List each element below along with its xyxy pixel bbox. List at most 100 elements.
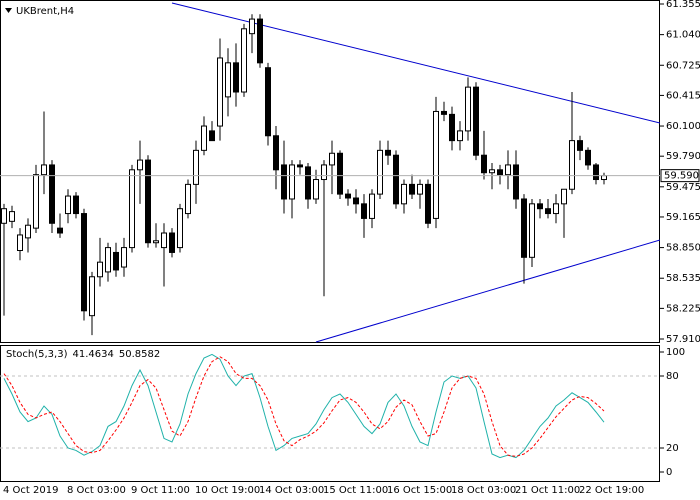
candle-body [193, 149, 199, 185]
candle-body [145, 159, 151, 244]
candle-body [529, 203, 535, 258]
candle-body [217, 57, 223, 127]
candle-body [305, 166, 311, 200]
candle-body [513, 164, 519, 200]
stoch-panel [0, 345, 660, 482]
x-tick-label: 18 Oct 03:00 [451, 485, 516, 496]
candle-body [393, 154, 399, 205]
candle-body [545, 208, 551, 215]
candle-body [25, 224, 31, 239]
candle-body [465, 86, 471, 132]
indicator-value: 50.8582 [119, 349, 160, 360]
candle-body [257, 18, 263, 64]
candle-body [361, 203, 367, 219]
candle-body [273, 135, 279, 171]
candle-body [369, 193, 375, 219]
candle-body [41, 164, 47, 176]
x-tick-label: 9 Oct 11:00 [131, 485, 190, 496]
trendline [315, 239, 660, 343]
candle-body [401, 183, 407, 205]
main-panel [0, 0, 660, 343]
x-tick-label: 15 Oct 11:00 [323, 485, 388, 496]
y-tick-label: 58.535 [666, 273, 700, 284]
candle-body [233, 62, 239, 93]
candle-body [9, 211, 15, 222]
candle-body [177, 208, 183, 249]
y-tick-label: 100 [666, 347, 685, 358]
y-tick-label: 60.100 [666, 121, 700, 132]
candle-body [185, 183, 191, 215]
candle-body [225, 62, 231, 98]
candle-body [489, 169, 495, 174]
candle-body [209, 130, 215, 142]
candle-body [337, 152, 343, 195]
candle-body [265, 67, 271, 137]
y-tick-label: 80 [666, 371, 679, 382]
candle-body [329, 152, 335, 166]
y-tick-label: 59.790 [666, 151, 700, 162]
y-tick-label: 60.725 [666, 60, 700, 71]
candle-body [241, 28, 247, 93]
stoch-line [3, 356, 605, 457]
candle-body [497, 169, 503, 176]
last-price-box [660, 169, 700, 183]
candle-body [601, 175, 607, 181]
y-tick-label: 58.225 [666, 303, 700, 314]
candle-body [121, 247, 127, 268]
y-tick-label: 0 [666, 467, 672, 478]
y-tick-label: 60.415 [666, 90, 700, 101]
candle-body [457, 130, 463, 142]
y-tick-label: 57.910 [666, 334, 700, 345]
candle-body [289, 164, 295, 200]
candle-body [561, 188, 567, 205]
candle-body [161, 232, 167, 249]
candle-body [113, 251, 119, 271]
indicator-title: Stoch(5,3,3) [6, 349, 68, 360]
candle-body [1, 208, 7, 224]
last-price-label: 59.590 [664, 171, 699, 182]
menu-arrow [5, 8, 12, 13]
y-tick-label: 61.040 [666, 30, 700, 41]
candle-body [473, 86, 479, 156]
candle-body [321, 164, 327, 181]
candle-body [353, 197, 359, 205]
candle-body [201, 125, 207, 151]
chart-title: UKBrent,H4 [16, 6, 74, 17]
candle-body [297, 164, 303, 168]
candle-body [505, 164, 511, 176]
candle-body [89, 276, 95, 317]
candle-body [577, 140, 583, 151]
candle-body [137, 159, 143, 171]
candle-body [169, 232, 175, 253]
candle-body [81, 213, 87, 312]
y-tick-label: 58.850 [666, 243, 700, 254]
candle-body [449, 113, 455, 142]
candle-body [49, 164, 55, 224]
y-tick-label: 20 [666, 443, 679, 454]
candle-body [153, 240, 159, 244]
candle-body [249, 18, 255, 35]
indicator-value: 41.4634 [72, 349, 113, 360]
x-tick-label: 22 Oct 19:00 [579, 485, 644, 496]
candle-body [433, 110, 439, 219]
x-tick-label: 10 Oct 19:00 [195, 485, 260, 496]
candle-body [569, 140, 575, 190]
candle-body [377, 149, 383, 195]
candle-body [129, 169, 135, 249]
stoch-line [3, 353, 605, 459]
x-tick-label: 21 Oct 11:00 [515, 485, 580, 496]
candle-body [313, 179, 319, 200]
candle-body [385, 149, 391, 156]
y-tick-label: 61.355 [666, 0, 700, 10]
candle-body [481, 154, 487, 174]
candle-body [537, 203, 543, 210]
candle-body [521, 198, 527, 258]
candle-body [17, 234, 23, 252]
candle-body [97, 261, 103, 278]
candle-body [57, 227, 63, 234]
candle-body [281, 164, 287, 200]
y-tick-label: 59.475 [666, 182, 700, 193]
candle-body [345, 193, 351, 199]
candle-body [65, 195, 71, 215]
